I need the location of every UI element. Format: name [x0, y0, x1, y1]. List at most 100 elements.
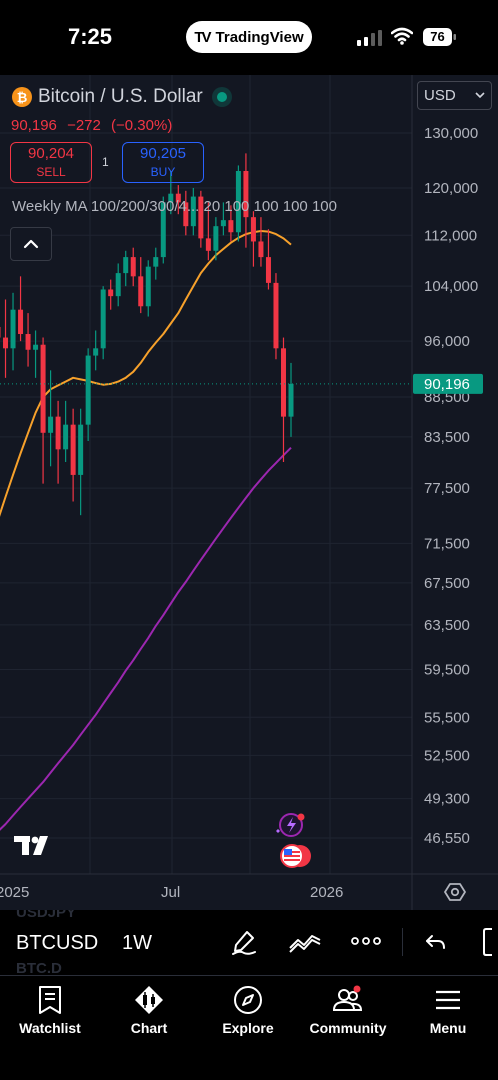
candle-body [108, 289, 114, 297]
currency-value: USD [424, 87, 456, 104]
candle-body [213, 226, 219, 251]
candle-body [100, 289, 106, 349]
symbol-title[interactable]: Bitcoin / U.S. Dollar [38, 86, 203, 107]
nav-menu-label: Menu [429, 1020, 467, 1036]
candle-body [78, 424, 84, 475]
nav-menu[interactable]: Menu [398, 984, 498, 1036]
symbol-header[interactable]: ₿ Bitcoin / U.S. Dollar [12, 86, 227, 108]
app-pill-label: TradingView [215, 28, 304, 46]
candle-body [265, 257, 271, 283]
indicators-icon[interactable] [288, 928, 322, 956]
nav-community[interactable]: Community [298, 984, 398, 1036]
currency-select[interactable]: USD [417, 81, 492, 110]
status-bar: 7:25 TV TradingView 76 [0, 0, 498, 75]
candle-body [160, 202, 166, 258]
price-axis-label: 63,500 [424, 617, 470, 634]
chevron-down-icon [475, 92, 485, 99]
buy-price: 90,205 [140, 145, 186, 162]
candle-body [280, 348, 286, 417]
ghost-symbol-below: BTC.D [16, 960, 62, 975]
price-axis-label: 59,500 [424, 662, 470, 679]
events-icons[interactable] [274, 811, 314, 871]
sell-label: SELL [36, 165, 66, 179]
chart-toolbar: USDJPY BTC.D BTCUSD 1W [0, 910, 498, 975]
drawing-pen-icon[interactable] [230, 928, 258, 956]
ghost-symbol-above: USDJPY [16, 910, 77, 921]
candle-body [258, 241, 264, 258]
nav-chart[interactable]: Chart [99, 984, 199, 1036]
bitcoin-icon: ₿ [12, 87, 32, 107]
price-change-pct: (−0.30%) [111, 117, 173, 134]
candle-body [130, 257, 136, 277]
candle-body [115, 273, 121, 297]
current-price-tag [413, 373, 483, 394]
candle-body [168, 193, 174, 203]
candle-body [0, 326, 1, 338]
nav-watchlist-label: Watchlist [19, 1020, 81, 1036]
battery-icon: 76 [423, 27, 457, 47]
more-options-icon[interactable] [350, 935, 382, 947]
collapse-legend-button[interactable] [10, 227, 52, 261]
candle-body [288, 383, 294, 417]
candle-body [33, 344, 39, 350]
price-axis-label: 112,000 [424, 227, 477, 244]
undo-icon[interactable] [424, 930, 448, 954]
ma-20-line [0, 230, 292, 517]
sell-button[interactable]: 90,204 SELL [10, 142, 92, 183]
bottom-navigation: Watchlist Chart Explore [0, 975, 498, 1080]
nav-community-label: Community [309, 1020, 387, 1036]
toolbar-divider [402, 928, 403, 956]
chart-settings-icon[interactable] [444, 881, 466, 903]
ma-100-line [0, 446, 292, 831]
candle-body [85, 355, 91, 425]
candle-body [93, 348, 99, 356]
buy-button[interactable]: 90,205 BUY [122, 142, 204, 183]
community-icon [332, 985, 363, 1011]
wifi-icon [391, 27, 413, 45]
candle-body [205, 238, 211, 251]
candle-body [18, 309, 24, 335]
candle-body [198, 196, 204, 239]
fullscreen-icon[interactable] [482, 927, 498, 957]
candle-body [123, 257, 129, 274]
nav-chart-label: Chart [130, 1020, 168, 1036]
candle-body [63, 424, 69, 450]
candle-body [138, 276, 144, 307]
symbol-selector[interactable]: BTCUSD [16, 932, 99, 954]
price-axis-label: 46,550 [424, 830, 470, 847]
nav-explore[interactable]: Explore [198, 984, 298, 1036]
buy-label: BUY [150, 165, 176, 179]
last-price: 90,196 [11, 117, 57, 134]
time-axis-label: 2026 [310, 884, 343, 901]
candle-body [243, 170, 249, 218]
chart-icon [135, 986, 163, 1014]
tradingview-logo-icon [14, 836, 48, 855]
app-pill[interactable]: TV TradingView [186, 21, 312, 53]
time-axis-label: Jul [161, 884, 180, 901]
candle-body [153, 257, 159, 267]
chart-area[interactable]: 130,000 120,000 112,000 104,000 96,000 88,500… [0, 75, 498, 910]
cellular-signal-icon [357, 30, 382, 46]
price-axis-label: 71,500 [424, 535, 470, 552]
price-axis-label: 104,000 [424, 278, 478, 295]
price-axis-label: 83,500 [424, 429, 470, 446]
candle-body [228, 220, 234, 233]
price-axis-label: 49,300 [424, 791, 470, 808]
nav-watchlist[interactable]: Watchlist [0, 984, 100, 1036]
price-chart[interactable]: 130,000120,000112,000104,00096,00088,500… [0, 75, 498, 910]
news-flash-icon [276, 813, 305, 837]
interval-selector[interactable]: 1W [122, 932, 152, 954]
battery-level: 76 [430, 29, 445, 44]
price-axis-label: 67,500 [424, 575, 470, 592]
candle-body [10, 309, 16, 349]
indicator-legend[interactable]: Weekly MA 100/200/300/4... 20 100 100 10… [12, 198, 337, 215]
price-axis-label: 96,000 [424, 333, 470, 350]
current-price-label: 90,196 [424, 376, 470, 393]
candle-body [145, 266, 151, 307]
price-axis-label: 52,500 [424, 747, 470, 764]
status-time: 7:25 [68, 24, 113, 49]
watchlist-icon [39, 986, 61, 1014]
candle-body [273, 282, 279, 349]
candle-body [235, 170, 241, 233]
candle-body [3, 337, 9, 349]
